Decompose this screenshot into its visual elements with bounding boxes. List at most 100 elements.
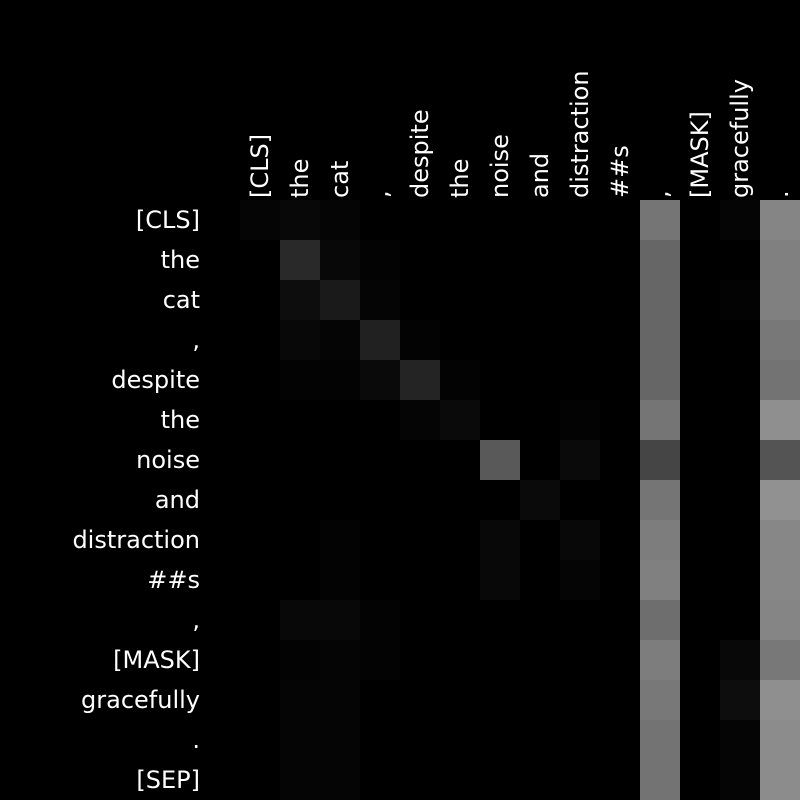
heatmap-cell (400, 320, 440, 360)
y-tick-label: the (161, 246, 200, 274)
heatmap-cell (720, 240, 760, 280)
heatmap-cell (640, 560, 680, 600)
heatmap-cell (760, 560, 800, 600)
heatmap-cell (280, 600, 320, 640)
heatmap-cell (480, 280, 520, 320)
heatmap-cell (400, 720, 440, 760)
y-tick-label: and (155, 486, 200, 514)
heatmap-cell (720, 520, 760, 560)
heatmap-cell (680, 360, 720, 400)
heatmap-cell (320, 440, 360, 480)
heatmap-cell (320, 560, 360, 600)
heatmap-cell (640, 240, 680, 280)
heatmap-cell (400, 280, 440, 320)
heatmap-cell (280, 760, 320, 800)
heatmap-cell (720, 560, 760, 600)
heatmap-cell (360, 520, 400, 560)
heatmap-cell (760, 760, 800, 800)
heatmap-cell (760, 240, 800, 280)
heatmap-cell (240, 600, 280, 640)
heatmap-cell (320, 720, 360, 760)
y-tick-label: the (161, 406, 200, 434)
heatmap-cell (240, 480, 280, 520)
heatmap-cell (480, 680, 520, 720)
heatmap-cell (560, 600, 600, 640)
heatmap-cell (440, 280, 480, 320)
heatmap-cell (360, 280, 400, 320)
heatmap-cell (720, 280, 760, 320)
heatmap-cell (600, 680, 640, 720)
x-tick-label: despite (406, 109, 434, 198)
heatmap-cell (280, 480, 320, 520)
heatmap-cell (520, 280, 560, 320)
heatmap-cell (400, 640, 440, 680)
heatmap-cell (520, 520, 560, 560)
heatmap-cell (600, 640, 640, 680)
heatmap-cell (520, 240, 560, 280)
heatmap-cell (480, 440, 520, 480)
heatmap-cell (680, 440, 720, 480)
heatmap-cell (320, 680, 360, 720)
heatmap-cell (440, 680, 480, 720)
heatmap-cell (320, 360, 360, 400)
heatmap-cell (720, 480, 760, 520)
heatmap-cell (400, 360, 440, 400)
heatmap-cell (560, 680, 600, 720)
x-tick-label: [MASK] (686, 111, 714, 198)
heatmap-cell (440, 600, 480, 640)
heatmap-cell (760, 440, 800, 480)
heatmap-cell (560, 720, 600, 760)
heatmap-cell (640, 760, 680, 800)
heatmap-cell (440, 560, 480, 600)
heatmap-cell (760, 520, 800, 560)
heatmap-cell (320, 400, 360, 440)
heatmap-cell (680, 240, 720, 280)
heatmap-cell (320, 520, 360, 560)
heatmap-cell (480, 600, 520, 640)
heatmap-cell (440, 360, 480, 400)
heatmap-cell (280, 320, 320, 360)
heatmap-cell (520, 360, 560, 400)
x-tick-label: , (646, 190, 674, 198)
y-tick-label: cat (163, 286, 200, 314)
y-tick-label: . (192, 726, 200, 754)
heatmap-cell (520, 400, 560, 440)
heatmap-cell (760, 280, 800, 320)
heatmap-cell (560, 760, 600, 800)
y-tick-label: [SEP] (136, 766, 200, 794)
heatmap-cell (360, 600, 400, 640)
heatmap-cell (720, 680, 760, 720)
heatmap-cell (560, 280, 600, 320)
heatmap-cell (360, 480, 400, 520)
heatmap-cell (400, 400, 440, 440)
heatmap-cell (680, 480, 720, 520)
heatmap-cell (240, 400, 280, 440)
heatmap-cell (440, 240, 480, 280)
heatmap-cell (680, 680, 720, 720)
heatmap-cell (280, 240, 320, 280)
heatmap-cell (360, 360, 400, 400)
y-tick-label: , (192, 326, 200, 354)
heatmap-cell (360, 200, 400, 240)
heatmap-cell (520, 600, 560, 640)
heatmap-cell (400, 520, 440, 560)
heatmap-cell (600, 480, 640, 520)
heatmap-cell (600, 520, 640, 560)
heatmap-cell (760, 320, 800, 360)
heatmap-cell (240, 360, 280, 400)
heatmap-cell (480, 560, 520, 600)
heatmap-cell (640, 440, 680, 480)
heatmap-cell (440, 400, 480, 440)
heatmap-cell (320, 320, 360, 360)
heatmap-cell (440, 480, 480, 520)
heatmap-cell (560, 200, 600, 240)
heatmap-cell (520, 720, 560, 760)
heatmap-cell (320, 200, 360, 240)
heatmap-cell (720, 720, 760, 760)
x-tick-label: ##s (606, 145, 634, 198)
heatmap-cell (520, 200, 560, 240)
heatmap-cell (600, 280, 640, 320)
heatmap-cell (240, 320, 280, 360)
heatmap-cell (760, 600, 800, 640)
